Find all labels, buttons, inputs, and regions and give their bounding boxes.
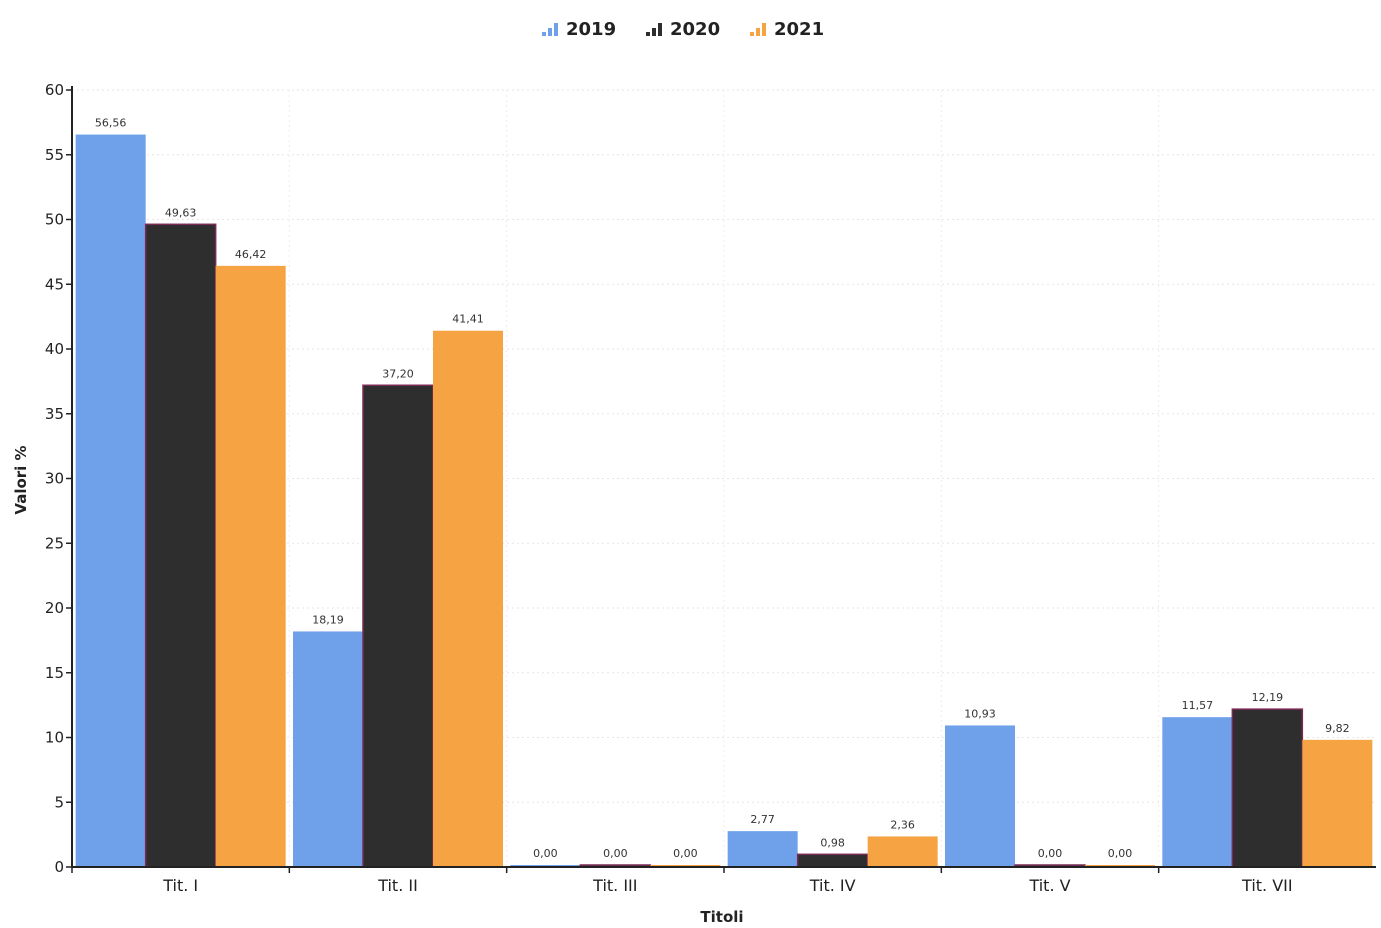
y-tick-label: 55 bbox=[45, 146, 64, 164]
y-tick-label: 60 bbox=[45, 81, 64, 99]
x-tick-label: Tit. III bbox=[592, 876, 637, 895]
bar-2021-5 bbox=[1302, 739, 1373, 867]
legend-entry: 2019 bbox=[566, 19, 616, 40]
bar-2021-3 bbox=[867, 836, 938, 867]
legend-swatch-bar bbox=[658, 23, 662, 36]
y-tick-label: 35 bbox=[45, 405, 64, 423]
data-label: 0,98 bbox=[820, 836, 845, 849]
x-tick-label: Tit. II bbox=[377, 876, 418, 895]
data-label: 46,42 bbox=[235, 248, 267, 261]
y-tick-label: 5 bbox=[54, 793, 64, 811]
bar-2020-3 bbox=[796, 853, 869, 868]
data-label: 2,36 bbox=[890, 818, 915, 831]
y-tick-label: 45 bbox=[45, 275, 64, 293]
legend-swatch-bar bbox=[548, 28, 552, 36]
legend-entry: 2021 bbox=[774, 19, 824, 40]
legend-entry: 2020 bbox=[670, 19, 720, 40]
legend-swatch-bar bbox=[554, 23, 558, 36]
x-tick-label: Tit. VII bbox=[1241, 876, 1293, 895]
bar-2021-0 bbox=[215, 265, 286, 868]
legend-swatch-bar bbox=[542, 32, 546, 36]
legend-swatch-bar bbox=[652, 28, 656, 36]
data-label: 0,00 bbox=[673, 847, 698, 860]
data-label: 0,00 bbox=[533, 847, 558, 860]
data-label: 37,20 bbox=[382, 367, 414, 380]
data-label: 56,56 bbox=[95, 117, 127, 130]
data-label: 0,00 bbox=[603, 847, 628, 860]
data-label: 0,00 bbox=[1108, 847, 1133, 860]
data-label: 11,57 bbox=[1182, 699, 1214, 712]
data-label: 10,93 bbox=[964, 707, 996, 720]
y-tick-label: 20 bbox=[45, 599, 64, 617]
bar-2019-3 bbox=[727, 831, 798, 867]
legend-swatch-bar bbox=[756, 28, 760, 36]
legend-swatch-bar bbox=[646, 32, 650, 36]
y-tick-label: 0 bbox=[54, 858, 64, 876]
bar-2019-1 bbox=[293, 631, 363, 867]
bar-2020-0 bbox=[144, 223, 217, 868]
data-label: 9,82 bbox=[1325, 722, 1350, 735]
x-tick-label: Tit. I bbox=[162, 876, 198, 895]
legend: 2019 2020 2021 bbox=[542, 19, 824, 40]
bar-2019-5 bbox=[1162, 717, 1233, 867]
y-tick-label: 10 bbox=[45, 729, 64, 747]
data-label: 49,63 bbox=[165, 206, 197, 219]
axes: 0 5 10 15 20 25 30 35 40 45 50 55 60 Tit. I Tit. II Tit… bbox=[45, 81, 1376, 895]
legend-swatch-bar bbox=[762, 23, 766, 36]
data-label: 0,00 bbox=[1038, 847, 1063, 860]
y-axis-title: Valori % bbox=[12, 445, 30, 514]
bar-2020-1 bbox=[362, 384, 434, 868]
x-tick-label: Tit. V bbox=[1028, 876, 1070, 895]
bars: 56,56 49,63 46,42 18,19 37,20 41,41 0,00 0,00 0,… bbox=[75, 117, 1373, 868]
data-label: 12,19 bbox=[1252, 691, 1284, 704]
data-label: 41,41 bbox=[452, 313, 484, 326]
y-tick-label: 25 bbox=[45, 534, 64, 552]
bar-2019-4 bbox=[945, 725, 1015, 867]
bar-2021-1 bbox=[433, 330, 503, 868]
x-axis-title: Titoli bbox=[700, 908, 743, 926]
bar-2020-5 bbox=[1231, 708, 1304, 868]
y-tick-label: 50 bbox=[45, 211, 64, 229]
data-label: 2,77 bbox=[750, 813, 775, 826]
y-tick-label: 15 bbox=[45, 664, 64, 682]
bar-2019-0 bbox=[75, 134, 146, 868]
legend-swatch-bar bbox=[750, 32, 754, 36]
x-tick-label: Tit. IV bbox=[809, 876, 856, 895]
y-tick-label: 40 bbox=[45, 340, 64, 358]
data-label: 18,19 bbox=[312, 613, 344, 626]
y-tick-label: 30 bbox=[45, 470, 64, 488]
grid-lines bbox=[72, 89, 1376, 867]
